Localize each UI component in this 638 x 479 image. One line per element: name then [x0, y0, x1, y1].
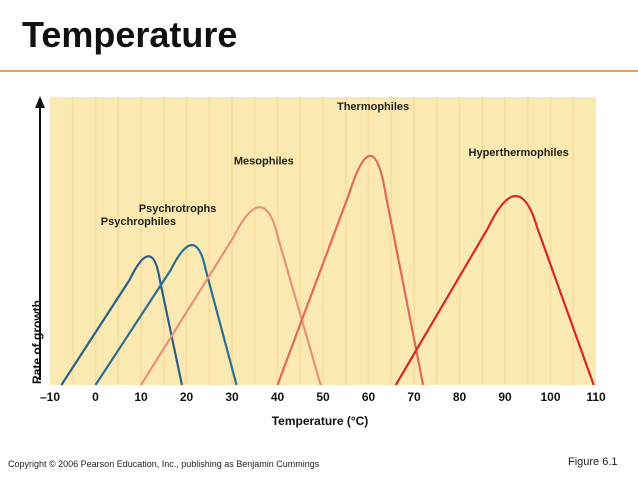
y-axis-arrowhead [35, 96, 45, 108]
x-tick-label: –10 [40, 390, 60, 404]
figure-label: Figure 6.1 [568, 456, 618, 468]
title-divider [0, 70, 638, 72]
x-tick-label: 60 [362, 390, 376, 404]
x-tick-label: 0 [92, 390, 99, 404]
label-mesophiles: Mesophiles [234, 156, 294, 168]
x-tick-label: 90 [498, 390, 512, 404]
copyright-notice: Copyright © 2006 Pearson Education, Inc.… [8, 459, 320, 469]
slide-title: Temperature [22, 14, 238, 55]
label-psychrophiles: Psychrophiles [101, 216, 176, 228]
x-axis-ticks: –10 0 10 20 30 40 50 60 70 80 90 100 110 [40, 390, 606, 404]
x-tick-label: 20 [180, 390, 194, 404]
label-hyperthermophiles: Hyperthermophiles [469, 147, 569, 159]
curve-psychrophiles [60, 255, 184, 386]
growth-curves [60, 155, 595, 386]
curve-psychrotrophs [94, 244, 238, 386]
label-psychrotrophs: Psychrotrophs [139, 203, 217, 215]
curve-mesophiles [140, 206, 322, 386]
x-tick-label: 40 [271, 390, 285, 404]
curve-hyperthermophiles [394, 195, 595, 386]
x-axis-label: Temperature (°C) [272, 414, 369, 428]
y-axis-label: Rate of growth [30, 300, 44, 384]
x-tick-label: 10 [134, 390, 148, 404]
x-tick-label: 100 [540, 390, 560, 404]
x-tick-label: 30 [225, 390, 239, 404]
x-tick-label: 70 [407, 390, 421, 404]
curve-thermophiles [276, 155, 425, 386]
x-tick-label: 50 [316, 390, 330, 404]
label-thermophiles: Thermophiles [337, 101, 409, 113]
x-tick-label: 110 [586, 390, 606, 404]
x-tick-label: 80 [453, 390, 467, 404]
